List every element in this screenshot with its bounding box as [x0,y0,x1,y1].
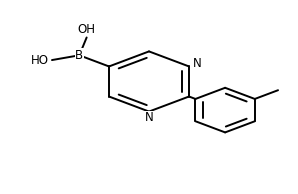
Text: N: N [193,57,202,70]
Text: N: N [145,111,153,124]
Text: OH: OH [78,23,96,36]
Text: B: B [75,49,83,62]
Text: HO: HO [31,54,49,67]
